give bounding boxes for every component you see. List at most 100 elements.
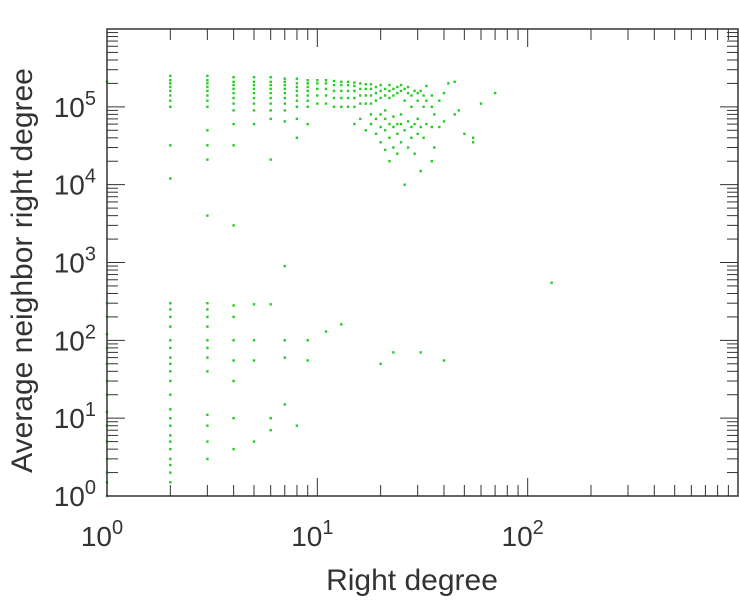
data-point xyxy=(324,82,328,85)
data-point xyxy=(306,85,309,89)
data-point xyxy=(269,87,272,91)
data-point xyxy=(346,83,350,87)
data-point xyxy=(447,82,450,85)
data-point xyxy=(232,102,235,105)
data-point xyxy=(379,83,382,87)
data-point xyxy=(430,125,433,129)
data-point xyxy=(283,109,286,112)
data-point xyxy=(374,85,378,89)
data-point xyxy=(169,79,172,82)
data-point xyxy=(324,87,328,91)
data-point xyxy=(369,122,373,126)
data-point xyxy=(206,325,209,328)
data-point xyxy=(206,413,209,417)
data-point xyxy=(316,94,319,97)
data-point xyxy=(392,146,395,149)
data-point xyxy=(383,117,387,121)
tick-label-base: 10 xyxy=(54,403,85,434)
data-point xyxy=(364,87,367,91)
data-point xyxy=(232,76,235,79)
data-point xyxy=(364,83,367,86)
data-point xyxy=(283,356,286,359)
data-point xyxy=(306,89,309,93)
data-point xyxy=(396,85,399,89)
data-point xyxy=(232,447,235,451)
data-point xyxy=(396,132,399,135)
data-point xyxy=(388,89,391,93)
data-point xyxy=(364,102,367,105)
data-point xyxy=(550,281,553,284)
data-point xyxy=(430,94,433,97)
data-point xyxy=(169,362,172,365)
tick-label-exponent: 0 xyxy=(85,477,96,499)
data-point xyxy=(169,447,172,451)
data-point xyxy=(232,96,235,100)
data-point xyxy=(340,105,343,108)
data-point xyxy=(206,85,209,89)
data-point xyxy=(206,129,209,132)
data-point xyxy=(457,109,460,112)
data-point xyxy=(283,77,286,80)
tick-label-exponent: 2 xyxy=(85,321,96,343)
data-point xyxy=(346,89,350,93)
data-point xyxy=(169,471,172,474)
data-point xyxy=(392,125,395,129)
data-point xyxy=(340,96,343,100)
data-point xyxy=(413,152,416,155)
data-point xyxy=(232,122,235,126)
data-point xyxy=(353,105,356,108)
data-point xyxy=(169,177,172,180)
data-point xyxy=(332,96,336,100)
data-point xyxy=(306,82,309,85)
data-point xyxy=(295,424,299,427)
data-point xyxy=(388,160,391,163)
data-point xyxy=(232,359,235,362)
data-point xyxy=(269,83,272,87)
data-point xyxy=(493,91,497,95)
data-point xyxy=(425,99,428,102)
data-point xyxy=(399,122,403,126)
data-point xyxy=(379,89,382,93)
data-point xyxy=(332,79,336,83)
data-point xyxy=(442,359,446,362)
data-point xyxy=(206,302,209,305)
data-point xyxy=(383,109,387,112)
data-point xyxy=(232,339,235,342)
data-point xyxy=(169,417,172,420)
data-point xyxy=(206,315,209,319)
data-point xyxy=(364,94,367,97)
data-point xyxy=(295,99,299,102)
data-point xyxy=(422,105,425,108)
x-axis-label: Right degree xyxy=(326,564,498,597)
data-point xyxy=(410,94,413,97)
data-point xyxy=(252,83,256,87)
data-point xyxy=(388,122,391,126)
data-point xyxy=(425,84,428,88)
data-point xyxy=(295,117,299,121)
data-point xyxy=(388,136,391,139)
data-point xyxy=(206,356,209,359)
data-point xyxy=(169,457,172,461)
data-point xyxy=(269,303,272,306)
data-point xyxy=(442,120,446,123)
data-point xyxy=(206,339,209,342)
data-point xyxy=(332,89,336,93)
data-point xyxy=(252,303,256,306)
data-point xyxy=(379,96,382,100)
data-point xyxy=(232,83,235,87)
data-point xyxy=(169,144,172,147)
data-point xyxy=(422,94,425,97)
data-point xyxy=(399,89,403,93)
data-point xyxy=(252,109,256,112)
data-point xyxy=(316,102,319,105)
data-point xyxy=(295,82,299,85)
data-point xyxy=(419,89,422,93)
data-point xyxy=(283,96,286,100)
data-point xyxy=(232,144,235,147)
tick-label-exponent: 4 xyxy=(85,166,96,188)
plot-area-frame xyxy=(106,28,739,497)
tick-label-exponent: 2 xyxy=(533,517,544,539)
data-point xyxy=(396,152,399,155)
data-point xyxy=(269,109,272,112)
